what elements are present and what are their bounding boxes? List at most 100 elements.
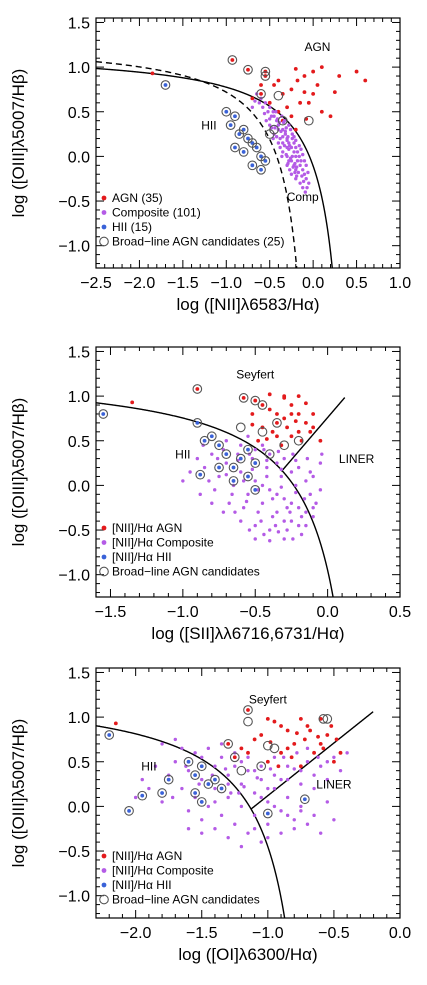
broad-line-candidate-marker	[262, 808, 273, 819]
hii-point	[163, 83, 168, 87]
composite-point	[241, 506, 246, 510]
composite-point	[279, 777, 283, 782]
composite-point	[292, 818, 296, 822]
agn-point	[246, 67, 250, 72]
agn-point	[250, 412, 255, 416]
composite-point	[252, 768, 257, 773]
composite-point	[133, 795, 138, 800]
hii-point	[250, 141, 255, 145]
y-tick-label: −1.0	[58, 568, 90, 585]
composite-point	[268, 488, 272, 492]
agn-point	[250, 96, 255, 101]
agn-point	[260, 403, 265, 407]
composite-point	[286, 161, 290, 166]
agn-point	[354, 69, 359, 74]
composite-point	[160, 742, 164, 746]
axes-frame	[95, 17, 401, 269]
agn-point	[311, 69, 316, 74]
composite-point	[302, 159, 307, 163]
composite-point	[170, 795, 175, 800]
x-tick-label: −1.0	[210, 275, 242, 292]
agn-point	[272, 83, 276, 87]
composite-point	[305, 822, 310, 826]
broad-line-candidate-marker	[260, 71, 271, 81]
agn-point	[246, 708, 250, 712]
broad-line-candidate-marker	[238, 393, 249, 403]
agn-point	[302, 737, 307, 742]
composite-point	[233, 822, 237, 826]
composite-point	[219, 742, 224, 746]
legend-label: Broad−line AGN candidates	[112, 565, 260, 579]
hii-point	[198, 472, 203, 477]
agn-point	[293, 127, 298, 132]
broad-line-candidate-marker	[273, 90, 284, 101]
composite-point	[253, 99, 257, 103]
composite-point	[200, 755, 204, 759]
composite-point	[160, 800, 164, 804]
broad-line-candidate-marker	[238, 147, 249, 157]
composite-point	[299, 782, 303, 786]
composite-point	[250, 105, 255, 109]
broad-line-candidate-marker	[157, 788, 167, 798]
y-axis-label: log ([OIII]λ5007/Hβ)	[9, 719, 28, 868]
agn-point	[302, 90, 307, 95]
legend-marker	[101, 868, 107, 873]
agn-point	[337, 74, 342, 78]
composite-point	[276, 530, 281, 534]
composite-point	[284, 152, 288, 157]
composite-point	[289, 172, 294, 176]
composite-point	[299, 809, 303, 813]
composite-point	[268, 528, 272, 532]
broad-line-candidate-marker	[210, 774, 220, 785]
broad-line-candidate-marker	[269, 124, 279, 135]
composite-point	[226, 773, 230, 777]
hii-point	[259, 167, 263, 172]
demarcation-curve-kewley	[96, 725, 286, 918]
agn-point	[298, 764, 303, 769]
agn-point	[289, 434, 294, 439]
y-tick-label: 1.0	[68, 60, 90, 77]
agn-point	[270, 429, 275, 434]
composite-point	[316, 755, 320, 759]
composite-point	[308, 492, 312, 497]
composite-point	[186, 768, 191, 773]
composite-point	[227, 501, 231, 505]
composite-point	[305, 746, 310, 751]
hii-point	[186, 759, 191, 764]
composite-point	[274, 110, 278, 114]
agn-point	[241, 395, 246, 400]
broad-line-candidate-marker	[243, 444, 253, 455]
region-label: Comp	[287, 190, 319, 204]
composite-point	[308, 470, 312, 474]
composite-point	[242, 785, 246, 789]
plot-area	[96, 384, 346, 597]
broad-line-candidate-marker	[257, 400, 268, 410]
composite-point	[282, 497, 286, 501]
composite-point	[224, 439, 228, 443]
composite-point	[318, 461, 323, 465]
hii-point	[217, 465, 221, 470]
composite-point	[265, 458, 269, 463]
hii-point	[199, 764, 204, 769]
agn-point	[265, 716, 270, 721]
broad-line-candidate-marker	[243, 471, 253, 482]
composite-point	[206, 804, 211, 809]
composite-point	[272, 773, 277, 777]
legend-label: [NII]/Hα AGN	[112, 521, 182, 535]
agn-point	[332, 759, 336, 764]
composite-point	[246, 831, 250, 835]
composite-point	[311, 514, 315, 519]
broad-line-candidate-marker	[256, 164, 266, 175]
composite-point	[279, 831, 283, 835]
composite-point	[311, 474, 315, 479]
composite-point	[294, 483, 298, 488]
agn-point	[226, 741, 231, 746]
broad-line-candidate-marker	[303, 115, 314, 126]
agn-point	[285, 746, 290, 751]
x-tick-label: −2.0	[124, 275, 156, 292]
x-tick-label: −1.5	[167, 275, 199, 292]
composite-point	[219, 755, 224, 759]
composite-point	[292, 767, 296, 771]
composite-point	[213, 786, 217, 791]
